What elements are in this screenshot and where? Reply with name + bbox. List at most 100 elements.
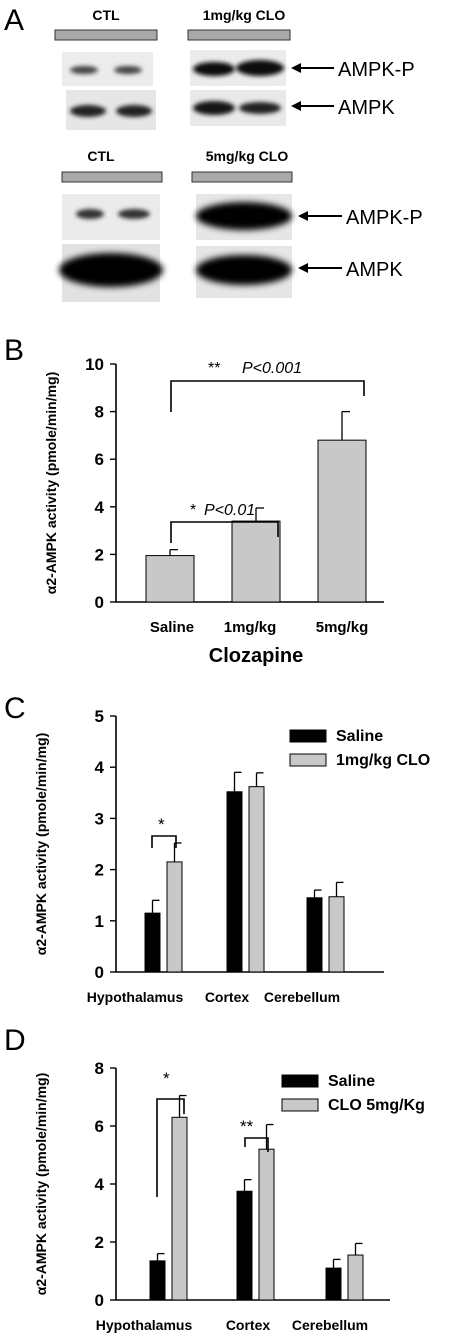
blot-bottom-row-label-0: AMPK-P [346,207,423,229]
y-tick-label: 0 [95,1291,104,1310]
bar [317,439,367,603]
panel-letter-c: C [4,692,26,725]
y-tick-label: 2 [95,1233,104,1252]
arrow-icon [291,63,301,73]
bar [226,791,243,973]
bar [171,1116,188,1301]
y-tick-label: 6 [95,450,104,469]
blot-top-left-bar [54,29,158,41]
y-axis-label: α2-AMPK activity (pmole/min/mg) [43,372,59,595]
blot-top-right-bar [187,29,291,41]
y-tick-label: 4 [95,1175,105,1194]
legend-swatch [289,753,327,767]
y-tick-label: 1 [95,912,104,931]
y-tick-label: 8 [95,1059,104,1078]
chart-d-significance: * ** [156,1069,269,1197]
significance-bracket [244,1137,269,1152]
x-tick-label: Saline [150,619,194,636]
y-axis-label: α2-AMPK activity (pmole/min/mg) [33,1073,49,1296]
y-tick-label: 10 [85,355,104,374]
legend-label: Saline [328,1073,375,1090]
y-tick-label: 4 [95,498,105,517]
blot-bottom-group: CTL 5mg/kg CLO AMPK-P AMPK [59,148,423,302]
legend-swatch [281,1098,319,1112]
bar [248,786,265,973]
panel-letter-d: D [4,1024,26,1057]
bar [144,912,161,973]
bar [149,1260,166,1301]
blot-band [116,105,152,117]
y-axis-label: α2-AMPK activity (pmole/min/mg) [33,733,49,956]
x-axis-label: Clozapine [209,645,303,667]
arrow-icon [298,211,308,221]
bar [347,1254,364,1301]
blot-bottom-row-label-1: AMPK [346,259,403,281]
x-tick-label: 5mg/kg [316,619,369,636]
blot-band [196,202,292,230]
x-tick-label: Cerebellum [264,989,340,1005]
blot-bottom-left-bar [61,171,163,183]
chart-c-significance: * [151,815,177,848]
y-tick-label: 6 [95,1117,104,1136]
legend-label: 1mg/kg CLO [336,752,430,769]
bar [328,896,345,973]
significance-bracket [170,380,365,412]
arrow-icon [291,101,301,111]
bar [236,1190,253,1301]
blot-band [76,209,104,219]
y-tick-label: 4 [95,758,105,777]
chart-b: 0 2 4 6 8 10 α2-AMPK activity (pmole/min/mg) Sa… [43,355,384,667]
blot-bottom-right-bar [191,171,293,183]
significance-stars: ** [208,360,220,377]
legend-label: CLO 5mg/Kg [328,1097,425,1114]
x-tick-label: Cortex [205,989,250,1005]
significance-text: P<0.01 [204,502,255,519]
bar [166,861,183,973]
y-tick-label: 2 [95,861,104,880]
x-tick-label: Hypothalamus [96,1317,193,1333]
legend-swatch [289,729,327,743]
chart-b-significance: * P<0.01 ** P<0.001 [170,360,365,543]
significance-stars: * [163,1069,170,1088]
arrow-icon [298,263,308,273]
significance-stars: * [158,815,165,834]
chart-c: 0 1 2 3 4 5 α2-AMPK activity (pmole/min/mg) Hyp… [33,707,430,1005]
bar [306,897,323,973]
bar [325,1267,342,1301]
y-tick-label: 5 [95,707,104,726]
significance-stars: * [190,502,196,519]
y-tick-label: 3 [95,809,104,828]
blot-band [70,105,106,117]
bar [145,555,195,603]
blot-band [70,66,98,74]
blot-band [239,102,281,114]
blot-top-row-label-0: AMPK-P [338,59,415,81]
y-tick-label: 0 [95,963,104,982]
blot-bottom-right-label: 5mg/kg CLO [206,148,289,164]
blot-band [196,255,292,285]
x-tick-label: Cortex [226,1317,271,1333]
x-tick-label: Hypothalamus [87,989,184,1005]
panel-letter-a: A [4,4,24,37]
blot-band [59,253,163,287]
blot-top-row-label-1: AMPK [338,97,395,119]
blot-bottom-left-label: CTL [87,148,115,164]
significance-bracket [170,521,279,543]
bar [231,520,281,603]
significance-bracket [156,1098,185,1197]
significance-stars: ** [240,1117,254,1136]
blot-top-right-label: 1mg/kg CLO [203,7,286,23]
blot-band [236,60,284,76]
blot-band [114,66,142,74]
y-tick-label: 2 [95,545,104,564]
significance-text: P<0.001 [242,360,302,377]
y-tick-label: 8 [95,403,104,422]
blot-top-group: CTL 1mg/kg CLO AMPK-P AMPK [54,7,415,130]
legend-swatch [281,1074,319,1088]
significance-bracket [151,835,177,848]
bar [258,1148,275,1301]
blot-band [118,209,150,219]
legend-label: Saline [336,728,383,745]
blot-top-left-label: CTL [92,7,120,23]
